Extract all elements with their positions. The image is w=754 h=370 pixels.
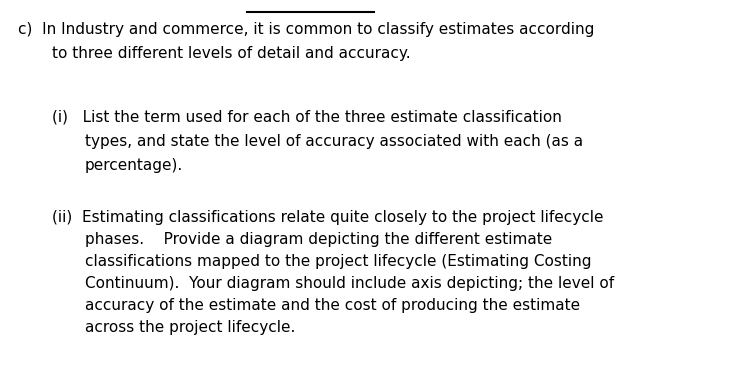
Text: classifications mapped to the project lifecycle (Estimating Costing: classifications mapped to the project li… <box>85 254 591 269</box>
Text: percentage).: percentage). <box>85 158 183 173</box>
Text: c)  In Industry and commerce, it is common to classify estimates according: c) In Industry and commerce, it is commo… <box>18 22 594 37</box>
Text: (i)   List the term used for each of the three estimate classification: (i) List the term used for each of the t… <box>52 110 562 125</box>
Text: types, and state the level of accuracy associated with each (as a: types, and state the level of accuracy a… <box>85 134 583 149</box>
Text: accuracy of the estimate and the cost of producing the estimate: accuracy of the estimate and the cost of… <box>85 298 580 313</box>
Text: across the project lifecycle.: across the project lifecycle. <box>85 320 296 335</box>
Text: (ii)  Estimating classifications relate quite closely to the project lifecycle: (ii) Estimating classifications relate q… <box>52 210 603 225</box>
Text: Continuum).  Your diagram should include axis depicting; the level of: Continuum). Your diagram should include … <box>85 276 614 291</box>
Text: phases.    Provide a diagram depicting the different estimate: phases. Provide a diagram depicting the … <box>85 232 552 247</box>
Text: to three different levels of detail and accuracy.: to three different levels of detail and … <box>52 46 411 61</box>
